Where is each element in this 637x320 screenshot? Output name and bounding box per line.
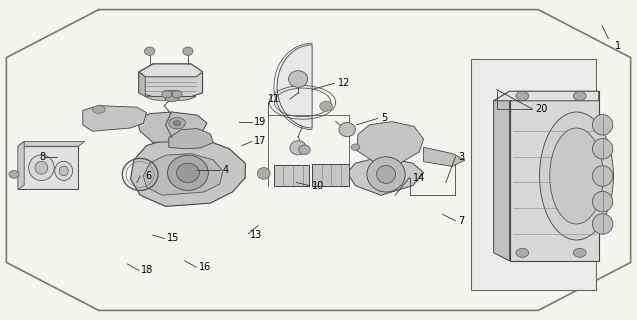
Polygon shape <box>143 154 223 195</box>
Ellipse shape <box>367 157 405 192</box>
Text: 14: 14 <box>413 172 425 183</box>
Ellipse shape <box>29 155 54 180</box>
Text: 19: 19 <box>254 116 266 127</box>
Polygon shape <box>347 157 424 195</box>
Ellipse shape <box>573 92 586 100</box>
Ellipse shape <box>592 166 613 186</box>
Ellipse shape <box>59 166 68 176</box>
Ellipse shape <box>168 155 208 190</box>
Polygon shape <box>169 129 213 149</box>
Bar <box>274 165 309 186</box>
Polygon shape <box>137 112 207 142</box>
Ellipse shape <box>172 90 182 98</box>
Text: 10: 10 <box>312 180 324 191</box>
Ellipse shape <box>183 47 193 55</box>
Polygon shape <box>139 64 203 97</box>
Bar <box>18 146 78 189</box>
Polygon shape <box>139 72 145 97</box>
Polygon shape <box>145 97 166 101</box>
Ellipse shape <box>573 248 586 257</box>
Ellipse shape <box>376 165 396 183</box>
Text: 6: 6 <box>145 171 152 181</box>
Polygon shape <box>18 141 85 146</box>
Ellipse shape <box>169 117 185 129</box>
Ellipse shape <box>550 128 603 224</box>
Text: 18: 18 <box>141 265 154 276</box>
Polygon shape <box>18 141 24 189</box>
Bar <box>471 59 596 290</box>
Polygon shape <box>175 97 196 101</box>
Text: 11: 11 <box>268 94 280 104</box>
Text: 7: 7 <box>459 216 465 226</box>
Ellipse shape <box>289 71 308 87</box>
Text: 17: 17 <box>254 136 266 147</box>
Ellipse shape <box>351 144 360 150</box>
Text: 16: 16 <box>199 262 211 272</box>
Ellipse shape <box>55 161 73 180</box>
Polygon shape <box>277 45 312 128</box>
Polygon shape <box>131 138 245 206</box>
Ellipse shape <box>176 163 199 182</box>
Ellipse shape <box>592 139 613 159</box>
Ellipse shape <box>320 101 333 111</box>
Text: 1: 1 <box>615 41 621 52</box>
Ellipse shape <box>339 123 355 137</box>
Text: 15: 15 <box>167 233 179 244</box>
Ellipse shape <box>592 191 613 212</box>
Ellipse shape <box>516 92 529 100</box>
Ellipse shape <box>290 141 306 155</box>
Text: 20: 20 <box>535 104 547 114</box>
Text: 13: 13 <box>250 230 262 240</box>
Ellipse shape <box>162 90 172 98</box>
Ellipse shape <box>592 115 613 135</box>
Ellipse shape <box>257 168 270 179</box>
Bar <box>312 164 349 186</box>
Text: 3: 3 <box>459 152 465 162</box>
Text: 5: 5 <box>381 113 387 124</box>
Ellipse shape <box>299 145 310 155</box>
Polygon shape <box>357 122 424 163</box>
Ellipse shape <box>145 47 155 55</box>
Text: 12: 12 <box>338 78 350 88</box>
Ellipse shape <box>164 90 180 102</box>
Polygon shape <box>424 147 465 166</box>
Bar <box>510 91 599 261</box>
Ellipse shape <box>35 161 48 174</box>
Polygon shape <box>494 91 510 261</box>
Text: 4: 4 <box>223 164 229 175</box>
Polygon shape <box>83 106 147 131</box>
Polygon shape <box>139 64 203 77</box>
Ellipse shape <box>9 171 19 178</box>
Polygon shape <box>494 91 599 101</box>
Ellipse shape <box>173 121 181 126</box>
Ellipse shape <box>540 112 613 240</box>
Text: 8: 8 <box>39 152 46 162</box>
Ellipse shape <box>92 106 105 113</box>
Ellipse shape <box>516 248 529 257</box>
Ellipse shape <box>592 214 613 234</box>
